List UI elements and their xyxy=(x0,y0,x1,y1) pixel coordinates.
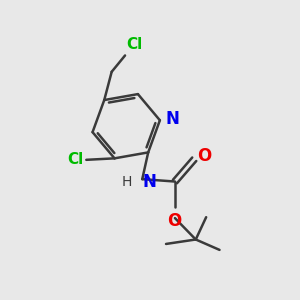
Text: Cl: Cl xyxy=(68,152,84,167)
Text: O: O xyxy=(167,212,182,230)
Text: O: O xyxy=(196,147,211,165)
Text: Cl: Cl xyxy=(127,37,143,52)
Text: H: H xyxy=(122,175,132,188)
Text: N: N xyxy=(165,110,179,128)
Text: N: N xyxy=(142,172,156,190)
